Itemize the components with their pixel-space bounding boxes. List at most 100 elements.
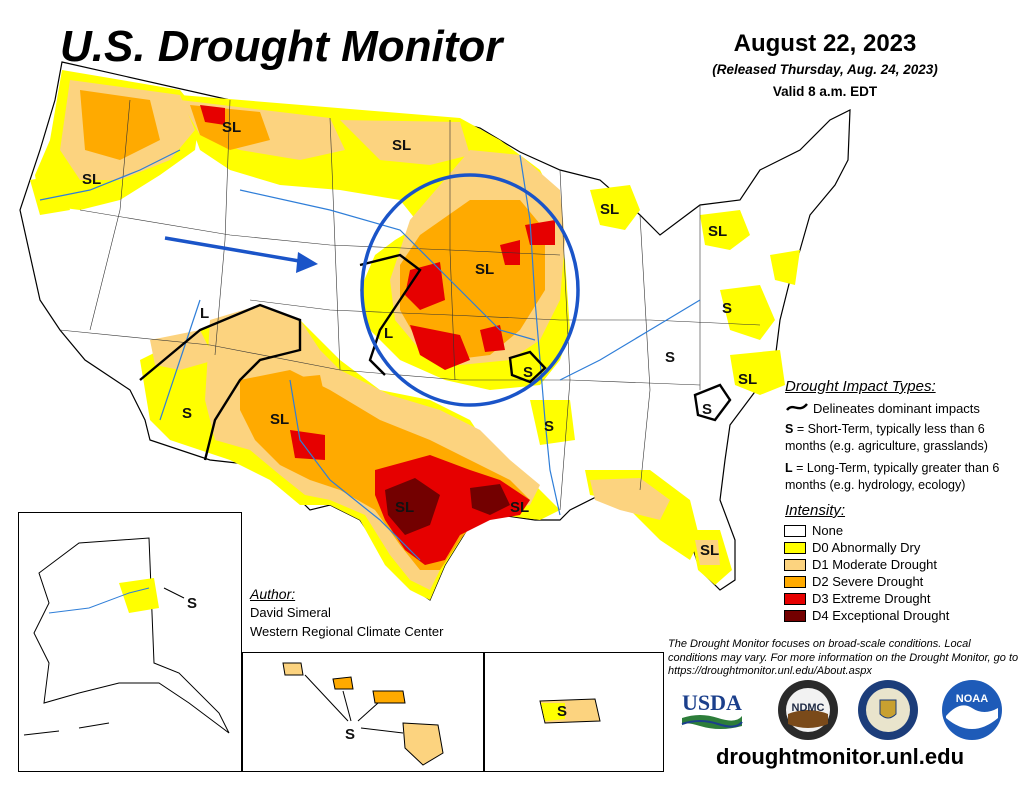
label-pennsylvania: S bbox=[722, 300, 732, 317]
usda-logo-text: USDA bbox=[682, 690, 742, 715]
alaska-aleutians bbox=[23, 722, 110, 736]
d0-ne-coast bbox=[770, 250, 800, 285]
commerce-logo bbox=[856, 678, 920, 742]
d2-northwest bbox=[80, 90, 160, 160]
impact-short-key: S bbox=[785, 422, 794, 436]
author-label: Author: bbox=[250, 586, 296, 602]
label-florida: SL bbox=[700, 542, 719, 559]
label-missouri: S bbox=[523, 364, 533, 381]
label-newmexico: SL bbox=[270, 411, 289, 428]
d0-virginia bbox=[720, 285, 775, 340]
d0-michigan bbox=[590, 185, 640, 230]
legend-label: None bbox=[812, 523, 844, 538]
label-puertorico: S bbox=[557, 703, 567, 720]
website-url[interactable]: droughtmonitor.unl.edu bbox=[715, 744, 965, 769]
impact-types-title: Drought Impact Types: bbox=[785, 378, 936, 395]
label-dakota: SL bbox=[392, 137, 411, 154]
label-alaska: S bbox=[187, 595, 197, 612]
author-org: Western Regional Climate Center bbox=[250, 624, 444, 639]
d2-new-mexico bbox=[270, 375, 330, 440]
map-date: August 22, 2023 bbox=[733, 30, 917, 57]
hawaii-big-island bbox=[402, 722, 444, 766]
hawaii-kauai bbox=[282, 662, 304, 676]
legend-swatch bbox=[784, 576, 806, 588]
label-texas: SL bbox=[395, 499, 414, 516]
d3-wisconsin bbox=[525, 220, 555, 245]
legend-label: D2 Severe Drought bbox=[812, 574, 924, 589]
river-mississippi bbox=[519, 154, 561, 516]
map-title: U.S. Drought Monitor bbox=[60, 22, 503, 71]
d4-texas bbox=[385, 478, 440, 535]
label-utah: L bbox=[200, 305, 209, 322]
alaska-map: S bbox=[23, 537, 230, 736]
impact-line-southwest bbox=[139, 303, 302, 461]
d1-dakota bbox=[340, 120, 470, 165]
hawaii-leaders bbox=[304, 674, 404, 734]
legend-label: D3 Extreme Drought bbox=[812, 591, 931, 606]
label-iowa: SL bbox=[475, 261, 494, 278]
legend-label: D0 Abnormally Dry bbox=[812, 540, 921, 555]
d4-louisiana bbox=[470, 484, 510, 515]
impact-short-text: = Short-Term, typically less than 6 mont… bbox=[785, 422, 988, 453]
label-arizona: S bbox=[182, 405, 192, 422]
d0-carolina bbox=[730, 350, 785, 395]
ndmc-logo-text: NDMC bbox=[792, 702, 825, 714]
impact-line-kansas bbox=[359, 253, 422, 376]
usda-logo: USDA bbox=[680, 688, 744, 734]
rivers bbox=[39, 149, 701, 561]
impact-boundaries bbox=[139, 253, 732, 461]
intensity-title: Intensity: bbox=[785, 502, 846, 519]
d2-midwest bbox=[400, 200, 545, 360]
release-date: (Released Thursday, Aug. 24, 2023) bbox=[712, 62, 938, 77]
hawaii-inset: S bbox=[242, 652, 484, 772]
legend-swatch bbox=[784, 559, 806, 571]
alaska-leader bbox=[163, 587, 185, 599]
alaska-inset: S bbox=[18, 512, 242, 772]
label-michigan: SL bbox=[600, 201, 619, 218]
noaa-logo-text: NOAA bbox=[956, 693, 988, 705]
legend-swatch bbox=[784, 542, 806, 554]
d1-utah bbox=[150, 330, 215, 370]
impact-long-text: = Long-Term, typically greater than 6 mo… bbox=[785, 461, 1000, 492]
author-name: David Simeral bbox=[250, 605, 331, 620]
legend-label: D4 Exceptional Drought bbox=[812, 608, 950, 623]
label-northwest: SL bbox=[82, 171, 101, 188]
alaska-d0 bbox=[119, 578, 159, 613]
ndmc-logo: NDMC bbox=[776, 678, 840, 742]
label-newyork: SL bbox=[708, 223, 727, 240]
highlight-arrow-shaft bbox=[164, 236, 306, 264]
river-colorado bbox=[159, 299, 201, 421]
valid-time: Valid 8 a.m. EDT bbox=[772, 84, 878, 99]
label-mississippi: S bbox=[544, 418, 554, 435]
d1-florida bbox=[695, 540, 720, 565]
noaa-logo: NOAA bbox=[940, 678, 1004, 742]
legend-label: D1 Moderate Drought bbox=[812, 557, 938, 572]
label-louisiana: SL bbox=[510, 499, 529, 516]
footnote: The Drought Monitor focuses on broad-sca… bbox=[668, 638, 1019, 677]
hawaii-oahu bbox=[332, 676, 354, 690]
d3-nebraska bbox=[405, 262, 445, 310]
hawaii-map: S bbox=[282, 662, 444, 766]
d1-southeast bbox=[590, 478, 670, 520]
impact-line-missouri bbox=[508, 350, 547, 384]
impact-short-term: S = Short-Term, typically less than 6 mo… bbox=[785, 421, 1021, 455]
label-carolina: S bbox=[702, 401, 712, 418]
puertorico-inset: S bbox=[484, 652, 664, 772]
puertorico-d0 bbox=[541, 703, 565, 721]
d3-kansas bbox=[410, 325, 470, 370]
label-hawaii: S bbox=[345, 726, 355, 743]
impact-delineates-text: Delineates dominant impacts bbox=[813, 401, 980, 416]
legend-swatch bbox=[784, 525, 806, 537]
impact-long-key: L bbox=[785, 461, 793, 475]
impact-long-term: L = Long-Term, typically greater than 6 … bbox=[785, 460, 1021, 494]
label-kentucky: S bbox=[665, 349, 675, 366]
hawaii-maui bbox=[372, 690, 406, 704]
highlight-circle bbox=[360, 173, 580, 407]
d3-new-mexico bbox=[290, 430, 325, 460]
legend-swatch bbox=[784, 610, 806, 622]
river-columbia bbox=[39, 149, 181, 201]
d0-oregon-coast bbox=[30, 175, 70, 215]
impact-line-carolina bbox=[693, 383, 732, 422]
legend-swatch bbox=[784, 593, 806, 605]
